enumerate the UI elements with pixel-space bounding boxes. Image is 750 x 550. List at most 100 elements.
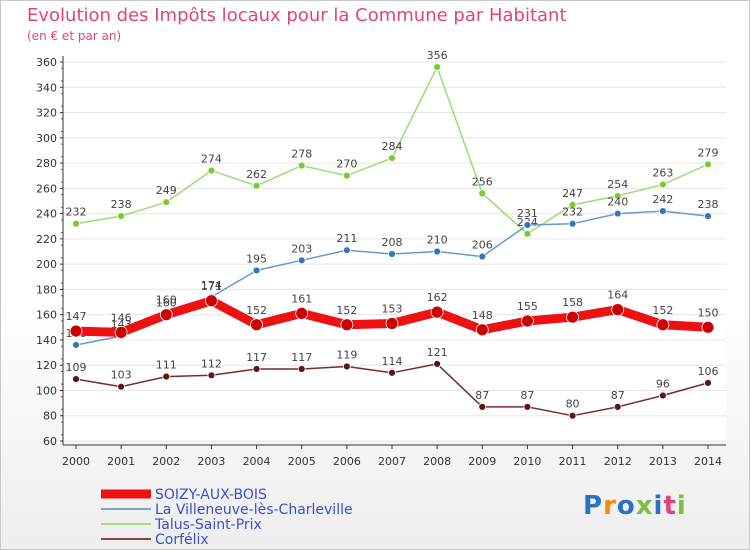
data-label: 263 <box>652 167 673 180</box>
data-point <box>523 229 532 238</box>
data-label: 206 <box>472 239 493 252</box>
x-tick-label: 2011 <box>559 455 587 468</box>
data-label: 160 <box>156 297 177 310</box>
y-tick-label: 240 <box>36 208 57 221</box>
data-label: 164 <box>607 289 628 302</box>
data-point <box>252 365 261 373</box>
data-point <box>704 212 712 221</box>
data-label: 232 <box>66 206 87 219</box>
data-label: 242 <box>652 193 673 206</box>
data-point <box>568 219 577 228</box>
series-talus-saint-prix: 2322382492742622782702843562562242472542… <box>66 49 719 238</box>
data-label: 232 <box>562 206 583 219</box>
data-point <box>297 256 306 265</box>
series-soizy-aux-bois: 147 146 160 171 152 161 152 153 162 148 155 158 164 1… <box>66 280 719 339</box>
logo-letter: i <box>653 491 664 521</box>
data-point <box>704 378 712 387</box>
data-label: 238 <box>698 198 719 211</box>
data-label: 155 <box>517 300 538 313</box>
data-label: 231 <box>517 207 538 220</box>
data-label: 150 <box>698 306 719 319</box>
data-point <box>205 294 218 308</box>
x-tick-label: 2012 <box>604 455 632 468</box>
data-point <box>388 154 396 162</box>
data-label: 279 <box>698 146 719 159</box>
data-label: 148 <box>472 309 493 322</box>
data-point <box>521 314 534 328</box>
data-point <box>117 212 126 221</box>
data-label: 171 <box>201 280 222 293</box>
x-tick-label: 2001 <box>107 455 135 468</box>
logo-letter: t <box>663 491 677 521</box>
data-label: 211 <box>336 232 357 245</box>
data-label: 152 <box>336 304 357 317</box>
data-label: 117 <box>291 351 312 364</box>
y-tick-label: 140 <box>36 334 57 347</box>
logo-letter: o <box>616 491 636 521</box>
data-label: 256 <box>472 175 493 188</box>
data-point <box>433 63 442 71</box>
data-point <box>433 360 442 368</box>
data-point <box>72 219 80 228</box>
data-label: 87 <box>475 389 489 402</box>
data-point <box>295 307 309 320</box>
data-label: 174 <box>201 279 222 292</box>
y-tick-label: 180 <box>36 283 57 296</box>
data-point <box>342 362 351 371</box>
data-point <box>162 372 171 381</box>
legend-label: SOIZY-AUX-BOIS <box>155 487 267 503</box>
x-tick-label: 2004 <box>243 455 271 468</box>
x-tick-label: 2003 <box>197 455 225 468</box>
series-corf-lix: 109 103 111 112 117 117 119 114 121 87 87 80 87 96 106 <box>66 346 719 420</box>
y-tick-label: 280 <box>36 157 57 170</box>
data-point <box>658 391 667 400</box>
data-label: 284 <box>382 140 403 153</box>
x-tick-label: 2002 <box>152 455 180 468</box>
data-label: 147 <box>66 310 87 323</box>
y-tick-label: 100 <box>36 384 57 397</box>
x-tick-label: 2006 <box>333 455 361 468</box>
x-tick-label: 2010 <box>513 455 541 468</box>
data-label: 161 <box>291 292 312 305</box>
y-tick-label: 320 <box>36 107 57 120</box>
data-point <box>342 171 351 180</box>
logo-letter: i <box>676 491 687 521</box>
data-point <box>207 166 216 175</box>
data-label: 270 <box>336 158 357 171</box>
data-label: 208 <box>382 236 403 249</box>
data-label: 158 <box>562 296 583 309</box>
data-point <box>611 303 625 317</box>
data-label: 87 <box>611 389 625 402</box>
logo-letter: r <box>603 491 617 521</box>
data-point <box>340 318 354 332</box>
data-point <box>433 247 442 256</box>
data-point <box>478 252 487 261</box>
data-label: 152 <box>652 304 673 317</box>
data-label: 210 <box>427 234 448 247</box>
data-point <box>478 402 487 411</box>
data-point <box>72 341 80 349</box>
y-tick-label: 340 <box>36 81 57 94</box>
x-tick-label: 2013 <box>649 455 677 468</box>
legend-label: Corfélix <box>155 532 209 548</box>
data-label: 109 <box>66 361 87 374</box>
data-label: 119 <box>336 348 357 361</box>
y-tick-label: 220 <box>36 233 57 246</box>
y-tick-label: 120 <box>36 359 57 372</box>
data-point <box>568 411 577 420</box>
data-label: 106 <box>698 365 719 378</box>
data-label: 278 <box>291 148 312 161</box>
data-point <box>704 160 712 169</box>
data-point <box>252 266 261 275</box>
y-tick-label: 60 <box>43 435 57 448</box>
data-point <box>568 200 577 209</box>
data-point <box>658 207 667 215</box>
y-tick-label: 260 <box>36 182 57 195</box>
data-point <box>656 318 670 332</box>
data-point <box>72 375 80 383</box>
data-label: 112 <box>201 357 222 370</box>
data-label: 249 <box>156 184 177 197</box>
logo-letter: P <box>583 491 604 521</box>
